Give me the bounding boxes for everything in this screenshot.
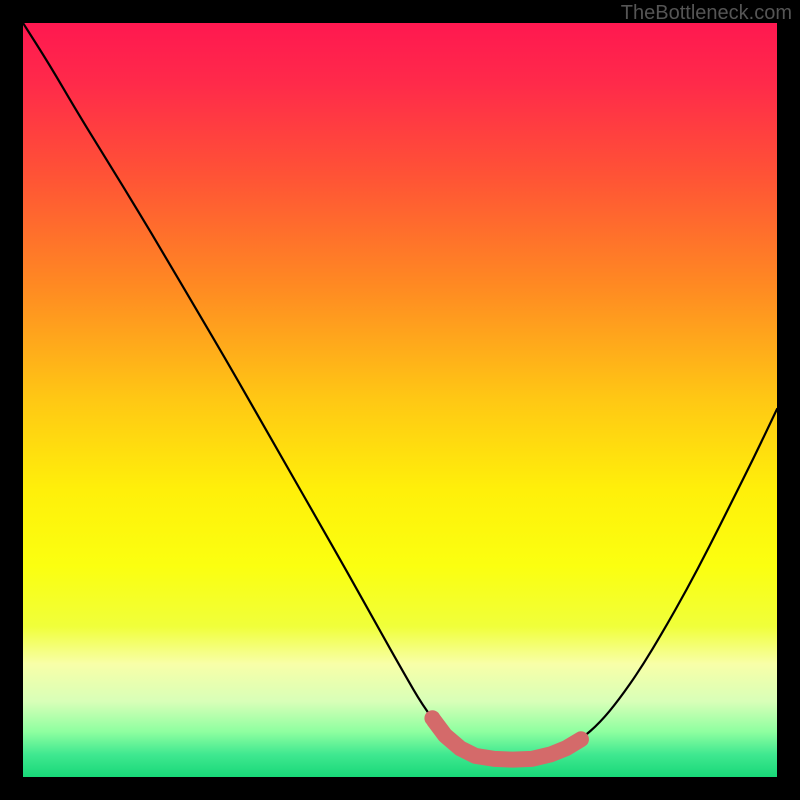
watermark-text: TheBottleneck.com [621,2,792,25]
highlight-dot [424,710,440,726]
chart-container [23,23,777,777]
chart-svg [23,23,777,777]
gradient-background [23,23,777,777]
